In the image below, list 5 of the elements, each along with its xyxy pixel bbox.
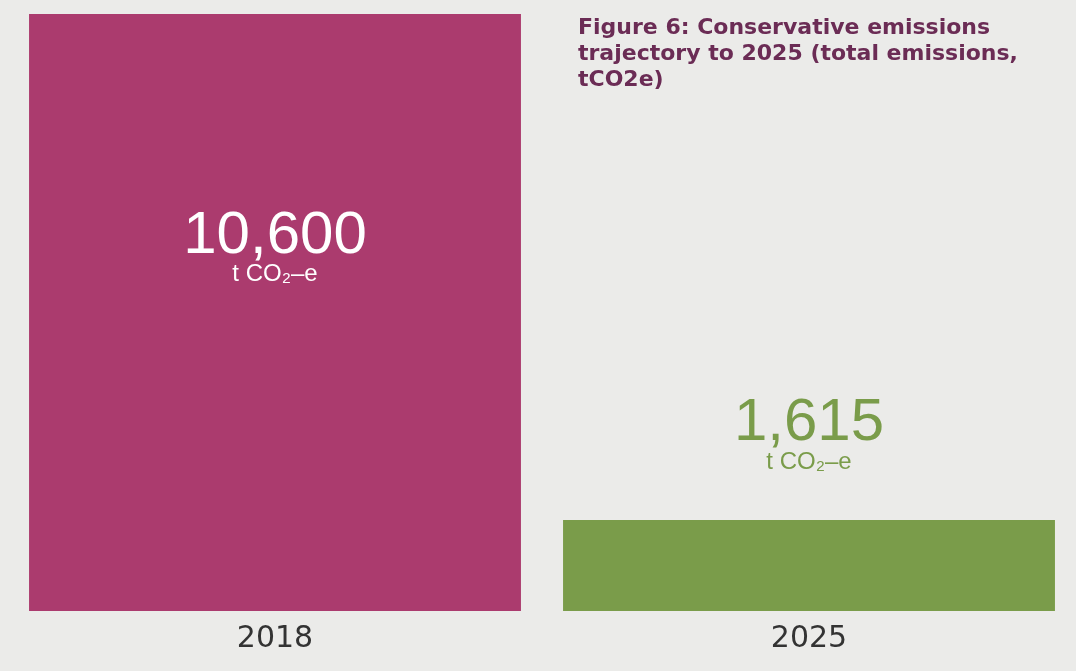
x-tick-label: 2025 bbox=[770, 618, 848, 654]
text: Figure 6: Conservative emissions trajectory to 2025 (total emissions, tCO2e) bbox=[578, 14, 1019, 92]
x-tick-label: 2018 bbox=[236, 618, 314, 654]
data-label: 1,615 t CO₂–e bbox=[733, 386, 885, 474]
data-label: 10,600 t CO₂–e bbox=[183, 198, 367, 287]
